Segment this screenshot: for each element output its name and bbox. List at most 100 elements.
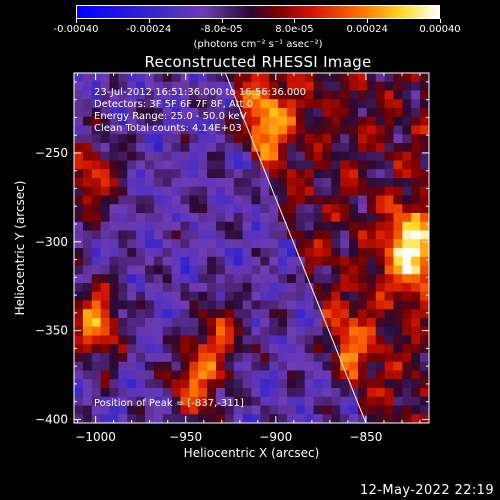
heatmap-cell bbox=[304, 396, 315, 406]
heatmap-cell bbox=[118, 396, 128, 406]
heatmap-cell bbox=[153, 134, 164, 144]
heatmap-cell bbox=[411, 169, 421, 179]
heatmap-cell bbox=[402, 353, 412, 363]
heatmap-cell bbox=[331, 195, 341, 205]
heatmap-cell bbox=[287, 134, 297, 144]
heatmap-cell bbox=[162, 388, 173, 398]
heatmap-cell bbox=[145, 99, 155, 109]
heatmap-cell bbox=[349, 81, 359, 91]
heatmap-cell bbox=[340, 213, 350, 223]
heatmap-cell bbox=[420, 186, 430, 196]
heatmap-cell bbox=[384, 388, 395, 398]
heatmap-cell bbox=[198, 370, 208, 380]
heatmap-cell bbox=[82, 265, 93, 275]
heatmap-cell bbox=[287, 160, 297, 170]
heatmap-cell bbox=[109, 283, 119, 293]
heatmap-cell bbox=[366, 169, 377, 179]
heatmap-cell bbox=[251, 221, 261, 231]
heatmap-cell bbox=[304, 143, 315, 153]
heatmap-cell bbox=[358, 414, 368, 424]
heatmap-cell bbox=[420, 335, 430, 345]
heatmap-cell bbox=[358, 318, 368, 328]
heatmap-cell bbox=[162, 283, 173, 293]
heatmap-cell bbox=[366, 370, 377, 380]
heatmap-cell bbox=[242, 300, 253, 310]
heatmap-cell bbox=[349, 344, 359, 354]
heatmap-cell bbox=[313, 379, 324, 389]
heatmap-cell bbox=[349, 239, 359, 249]
heatmap-cell bbox=[100, 213, 111, 223]
heatmap-cell bbox=[100, 169, 111, 179]
peak-position-label: Position of Peak = [-837,-311] bbox=[94, 398, 244, 409]
heatmap-cell bbox=[180, 396, 190, 406]
colorbar-tick-label: 8.0e-05 bbox=[275, 24, 314, 35]
heatmap-cell bbox=[118, 309, 128, 319]
heatmap-cell bbox=[171, 151, 182, 161]
heatmap-cell bbox=[162, 178, 173, 188]
heatmap-cell bbox=[269, 178, 279, 188]
heatmap-cell bbox=[153, 265, 164, 275]
heatmap-cell bbox=[278, 204, 288, 214]
heatmap-cell bbox=[278, 291, 288, 301]
heatmap-cell bbox=[278, 239, 288, 249]
heatmap-cell bbox=[322, 248, 332, 258]
heatmap-cell bbox=[322, 379, 332, 389]
heatmap-cell bbox=[304, 256, 315, 266]
heatmap-cell bbox=[171, 116, 182, 126]
heatmap-cell bbox=[402, 248, 412, 258]
heatmap-cell bbox=[287, 239, 297, 249]
heatmap-cell bbox=[82, 90, 93, 100]
heatmap-cell bbox=[393, 73, 403, 83]
heatmap-cell bbox=[118, 283, 128, 293]
heatmap-cell bbox=[393, 213, 403, 223]
heatmap-cell bbox=[127, 160, 137, 170]
heatmap-cell bbox=[331, 396, 341, 406]
heatmap-cell bbox=[420, 396, 430, 406]
heatmap-cell bbox=[340, 90, 350, 100]
heatmap-cell bbox=[162, 151, 173, 161]
heatmap-cell bbox=[331, 361, 341, 371]
heatmap-cell bbox=[260, 239, 270, 249]
heatmap-cell bbox=[384, 370, 395, 380]
heatmap-cell bbox=[251, 178, 261, 188]
heatmap-cell bbox=[384, 326, 395, 336]
heatmap-cell bbox=[127, 116, 137, 126]
heatmap-cell bbox=[295, 134, 306, 144]
heatmap-cell bbox=[207, 326, 217, 336]
heatmap-cell bbox=[393, 204, 403, 214]
heatmap-cell bbox=[260, 265, 270, 275]
heatmap-cell bbox=[251, 99, 261, 109]
heatmap-cell bbox=[224, 143, 235, 153]
heatmap-cell bbox=[287, 300, 297, 310]
heatmap-cell bbox=[322, 405, 332, 415]
heatmap-cell bbox=[100, 379, 111, 389]
heatmap-cell bbox=[162, 353, 173, 363]
heatmap-cell bbox=[322, 221, 332, 231]
heatmap-cell bbox=[260, 361, 270, 371]
heatmap-cell bbox=[100, 256, 111, 266]
heatmap-cell bbox=[233, 73, 244, 83]
heatmap-cell bbox=[189, 318, 199, 328]
heatmap-cell bbox=[304, 335, 315, 345]
heatmap-cell bbox=[91, 81, 102, 91]
heatmap-cell bbox=[127, 388, 137, 398]
heatmap-cell bbox=[224, 361, 235, 371]
heatmap-cell bbox=[384, 134, 395, 144]
heatmap-cell bbox=[91, 335, 102, 345]
heatmap-cell bbox=[118, 353, 128, 363]
heatmap-cell bbox=[269, 221, 279, 231]
y-axis-label: Heliocentric Y (arcsec) bbox=[13, 181, 27, 316]
heatmap-cell bbox=[145, 335, 155, 345]
heatmap-cell bbox=[304, 73, 315, 83]
heatmap-cell bbox=[384, 265, 395, 275]
heatmap-cell bbox=[74, 353, 84, 363]
heatmap-cell bbox=[171, 248, 182, 258]
heatmap-cell bbox=[393, 230, 403, 240]
heatmap-cell bbox=[260, 213, 270, 223]
heatmap-cell bbox=[384, 414, 395, 424]
heatmap-cell bbox=[127, 134, 137, 144]
heatmap-cell bbox=[402, 239, 412, 249]
heatmap-cell bbox=[136, 143, 146, 153]
heatmap-cell bbox=[127, 353, 137, 363]
heatmap-cell bbox=[162, 361, 173, 371]
